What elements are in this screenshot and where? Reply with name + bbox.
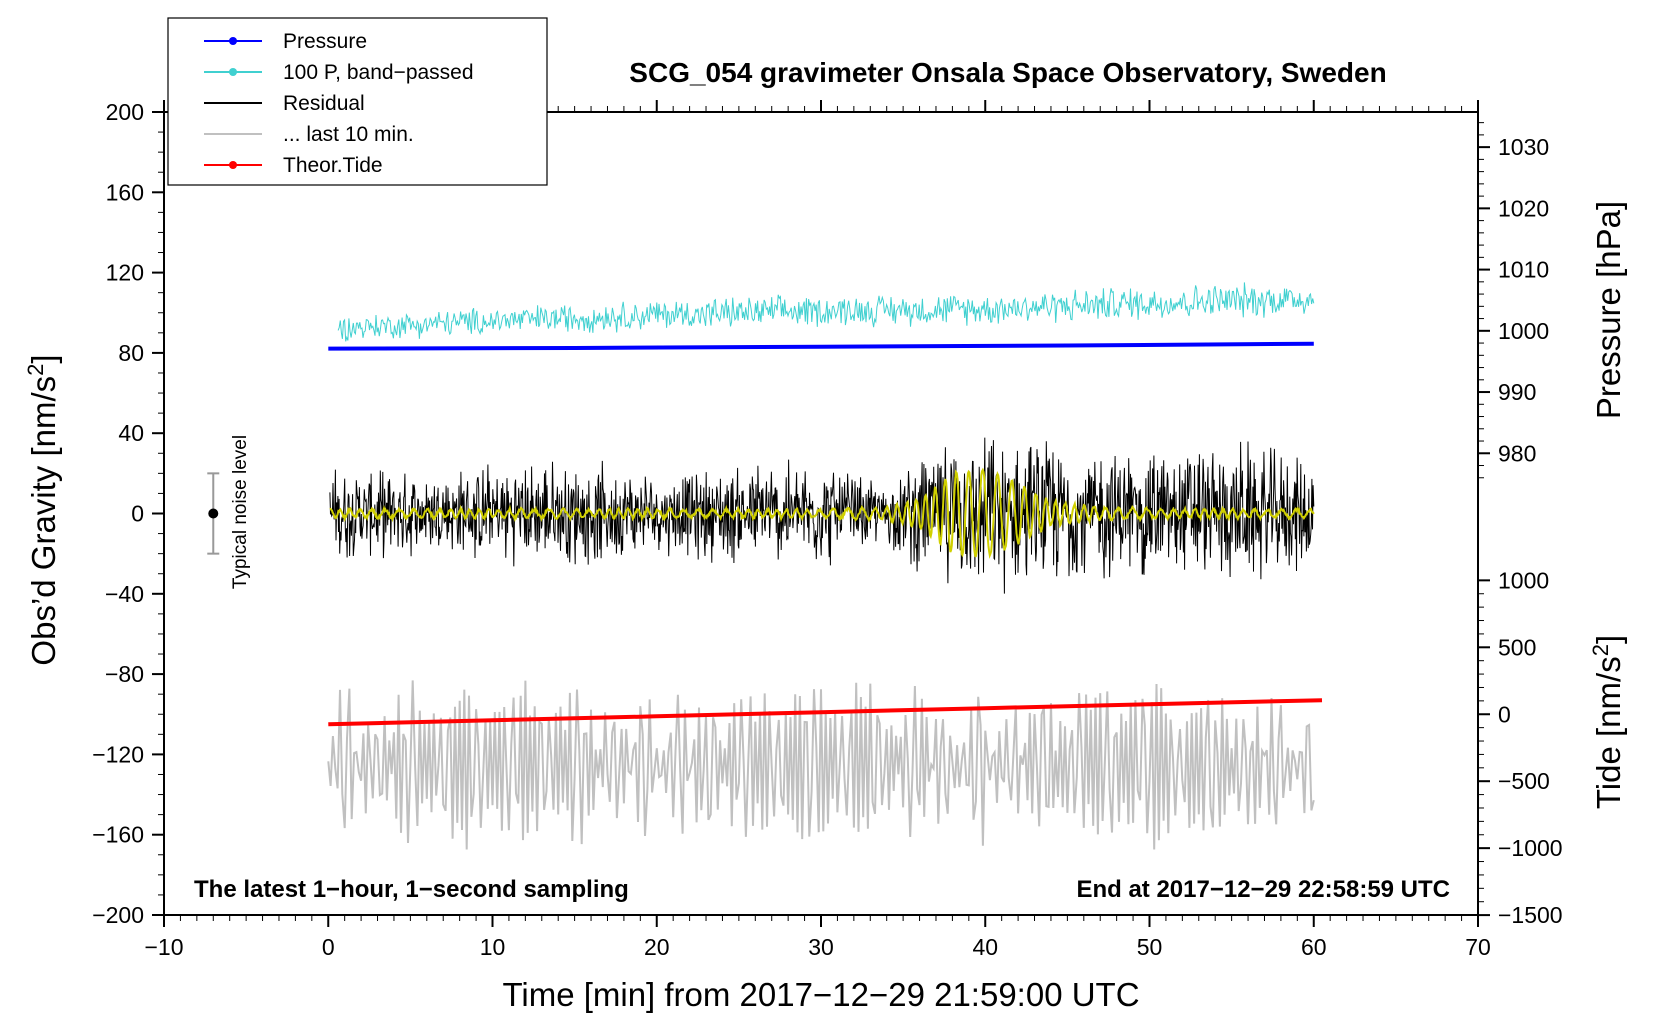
x-tick-label: 60 <box>1301 934 1327 960</box>
series-residual-filtered <box>329 467 1315 560</box>
legend: Pressure 100 P, band−passed Residual ... la… <box>167 17 548 186</box>
tide-tick-label: 0 <box>1498 701 1511 727</box>
annotation-sampling: The latest 1−hour, 1−second sampling <box>194 876 629 903</box>
pressure-tick-label: 1000 <box>1498 318 1549 344</box>
x-tick-label: 30 <box>808 934 834 960</box>
noise-bar: Typical noise level <box>207 435 251 589</box>
x-tick-label: −10 <box>144 934 183 960</box>
y-axis-title-tide-text: Tide [nm/s <box>1590 656 1627 809</box>
axes-layer: −10 0 10 20 30 40 50 60 70−200−160−120−80−400408… <box>92 99 1562 960</box>
legend-label-4: Theor.Tide <box>283 154 383 177</box>
y-tick-label: −200 <box>92 902 144 928</box>
annotation-end-time: End at 2017−12−29 22:58:59 UTC <box>1076 876 1450 903</box>
x-tick-label: 40 <box>972 934 998 960</box>
y-axis-title-tide: Tide [nm/s2] <box>1588 635 1627 809</box>
y-tick-label: 80 <box>118 340 144 366</box>
y-axis-title-left-text: Obs’d Gravity [nm/s <box>25 376 62 666</box>
tide-tick-label: −500 <box>1498 768 1550 794</box>
legend-label-3: ... last 10 min. <box>283 123 414 146</box>
y-axis-title-left: Obs’d Gravity [nm/s2] <box>23 354 62 665</box>
y-tick-label: −80 <box>105 661 144 687</box>
tide-tick-label: −1000 <box>1498 835 1563 861</box>
legend-label-1: 100 P, band−passed <box>283 61 474 84</box>
legend-marker-0 <box>229 37 237 45</box>
plot-frame <box>163 111 1479 916</box>
legend-label-2: Residual <box>283 92 365 115</box>
series-theoretical-tide <box>328 698 1323 727</box>
y-tick-label: −160 <box>92 822 144 848</box>
y-axis-title-pressure: Pressure [hPa] <box>1590 201 1627 419</box>
y-tick-label: −120 <box>92 741 144 767</box>
y-tick-label: 120 <box>106 260 144 286</box>
x-tick-label: 70 <box>1465 934 1491 960</box>
y-axis-title-tide-sup: 2 <box>1588 644 1613 656</box>
x-tick-label: 20 <box>644 934 670 960</box>
series-pressure-bandpassed <box>337 282 1315 342</box>
x-tick-label: 10 <box>480 934 506 960</box>
series-pressure <box>328 341 1314 351</box>
series-layer <box>327 282 1323 850</box>
legend-items: Pressure 100 P, band−passed Residual ... la… <box>204 30 474 177</box>
pressure-tick-label: 990 <box>1498 379 1536 405</box>
y-tick-label: 40 <box>118 420 144 446</box>
y-axis-title-tide-close: ] <box>1590 635 1627 644</box>
tide-tick-label: 500 <box>1498 634 1536 660</box>
legend-marker-4 <box>229 161 237 169</box>
chart-title: SCG_054 gravimeter Onsala Space Observat… <box>629 57 1386 88</box>
legend-box <box>167 17 548 186</box>
pressure-tick-label: 1030 <box>1498 134 1549 160</box>
legend-marker-1 <box>229 68 237 76</box>
series-last-10-min <box>327 680 1315 850</box>
x-tick-label: 50 <box>1137 934 1163 960</box>
pressure-tick-label: 1010 <box>1498 257 1549 283</box>
pressure-tick-label: 980 <box>1498 440 1536 466</box>
y-tick-label: 0 <box>131 501 144 527</box>
y-axis-title-left-sup: 2 <box>23 364 48 376</box>
pressure-tick-label: 1020 <box>1498 195 1549 221</box>
y-tick-label: 160 <box>106 179 144 205</box>
y-tick-label: −40 <box>105 581 144 607</box>
legend-label-0: Pressure <box>283 30 367 53</box>
noise-bar-label: Typical noise level <box>230 435 251 589</box>
noise-bar-center-dot <box>208 508 219 519</box>
tide-tick-label: 1000 <box>1498 567 1549 593</box>
x-axis-title: Time [min] from 2017−12−29 21:59:00 UTC <box>502 976 1139 1013</box>
y-axis-title-left-close: ] <box>25 354 62 363</box>
y-tick-label: 200 <box>106 99 144 125</box>
tide-tick-label: −1500 <box>1498 902 1563 928</box>
x-tick-label: 0 <box>322 934 335 960</box>
